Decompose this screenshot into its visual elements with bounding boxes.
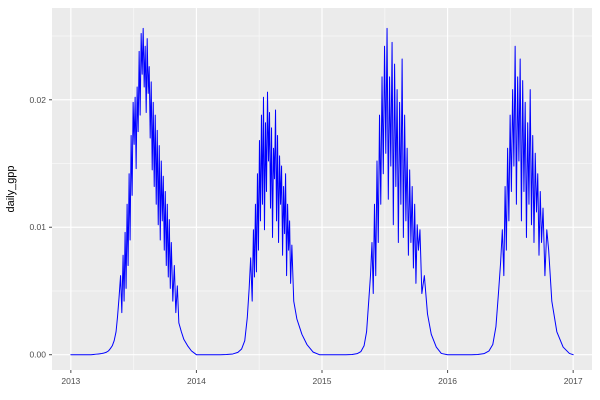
x-tick-label: 2014 <box>187 376 206 386</box>
grid-major-lines <box>52 8 592 370</box>
y-tick-label: 0.01 <box>29 222 46 232</box>
x-axis-tick-labels: 2013 2014 2015 2016 2017 <box>61 376 583 386</box>
y-tick-label: 0.02 <box>29 95 46 105</box>
y-axis-tick-labels: 0.00 0.01 0.02 <box>29 95 46 360</box>
x-tick-label: 2016 <box>438 376 457 386</box>
x-tick-label: 2013 <box>61 376 80 386</box>
y-axis-tick-marks <box>49 99 52 356</box>
series-line-0 <box>70 27 574 356</box>
y-tick-label: 0.00 <box>29 350 46 360</box>
x-axis-tick-marks <box>70 370 574 373</box>
y-axis-title: daily_gpp <box>5 165 17 212</box>
data-series-group <box>70 27 574 356</box>
x-tick-label: 2017 <box>564 376 583 386</box>
x-tick-label: 2015 <box>313 376 332 386</box>
